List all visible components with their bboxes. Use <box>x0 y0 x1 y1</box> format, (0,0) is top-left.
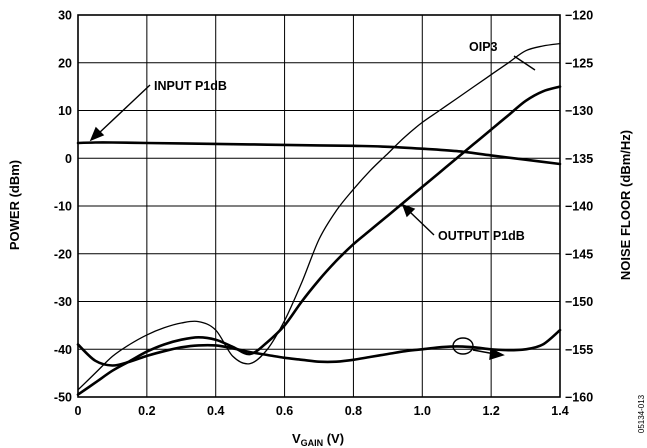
x-tick-label: 0 <box>75 404 82 418</box>
oip3-leader <box>513 55 536 71</box>
y-tick-label-right: −145 <box>565 247 593 261</box>
plot-frame <box>77 14 561 398</box>
series-line-output-p1db <box>76 85 562 396</box>
x-tick-label: 0.2 <box>138 404 155 418</box>
noise-axis-marker-ellipse <box>452 337 474 355</box>
output-p1db-arrowhead <box>401 203 416 218</box>
y-tick-label-left: 0 <box>65 152 72 166</box>
output-p1db-arrow-line <box>409 211 435 236</box>
y-tick-label-left: -30 <box>54 295 72 309</box>
y-tick-label-right: −135 <box>565 152 593 166</box>
y-tick-label-left: -50 <box>54 391 72 405</box>
y-tick-label-right: −140 <box>565 200 593 214</box>
y-tick-label-right: −120 <box>565 9 593 23</box>
y-tick-label-left: -10 <box>54 200 72 214</box>
y-tick-label-right: −155 <box>565 343 593 357</box>
series-line-oip3 <box>77 42 561 391</box>
figure-code: 05134-013 <box>637 394 646 433</box>
x-tick-label: 1.2 <box>482 404 499 418</box>
annotation-arrows <box>89 55 536 360</box>
x-tick-label: 0.6 <box>276 404 293 418</box>
annotation-input-p1db: INPUT P1dB <box>154 79 227 93</box>
y-axis-label-left: POWER (dBm) <box>7 160 22 250</box>
y-tick-label-right: −160 <box>565 391 593 405</box>
x-axis-label-unit: (V) <box>323 431 344 446</box>
x-tick-label: 0.8 <box>345 404 362 418</box>
series-line-noise-floor <box>76 328 562 367</box>
annotation-output-p1db: OUTPUT P1dB <box>438 229 525 243</box>
y-axis-label-right: NOISE FLOOR (dBm/Hz) <box>618 130 633 280</box>
annotation-oip3: OIP3 <box>469 40 498 54</box>
x-tick-label: 1.4 <box>551 404 568 418</box>
input-p1db-arrow-line <box>97 84 151 135</box>
y-tick-label-right: −150 <box>565 295 593 309</box>
x-axis-label: VGAIN (V) <box>292 431 344 448</box>
noise-axis-marker-arrowhead <box>489 347 505 360</box>
x-axis-label-sub: GAIN <box>301 438 324 448</box>
grid <box>78 15 560 397</box>
tick-labels: 0 0.2 0.4 0.6 0.8 1.0 1.2 1.4 30 20 10 0 -10 -20 -30 -4… <box>54 9 593 419</box>
y-tick-label-right: −130 <box>565 104 593 118</box>
y-tick-label-left: -20 <box>54 247 72 261</box>
y-tick-label-left: 20 <box>58 56 72 70</box>
series-line-input-p1db <box>76 141 562 166</box>
series-group <box>76 42 562 396</box>
y-tick-label-left: 30 <box>58 9 72 23</box>
y-tick-label-left: 10 <box>58 104 72 118</box>
y-tick-label-right: −125 <box>565 56 593 70</box>
x-tick-label: 1.0 <box>414 404 431 418</box>
input-p1db-arrowhead <box>89 126 105 142</box>
x-axis-label-main: V <box>292 431 301 446</box>
x-tick-label: 0.4 <box>207 404 224 418</box>
y-tick-label-left: -40 <box>54 343 72 357</box>
